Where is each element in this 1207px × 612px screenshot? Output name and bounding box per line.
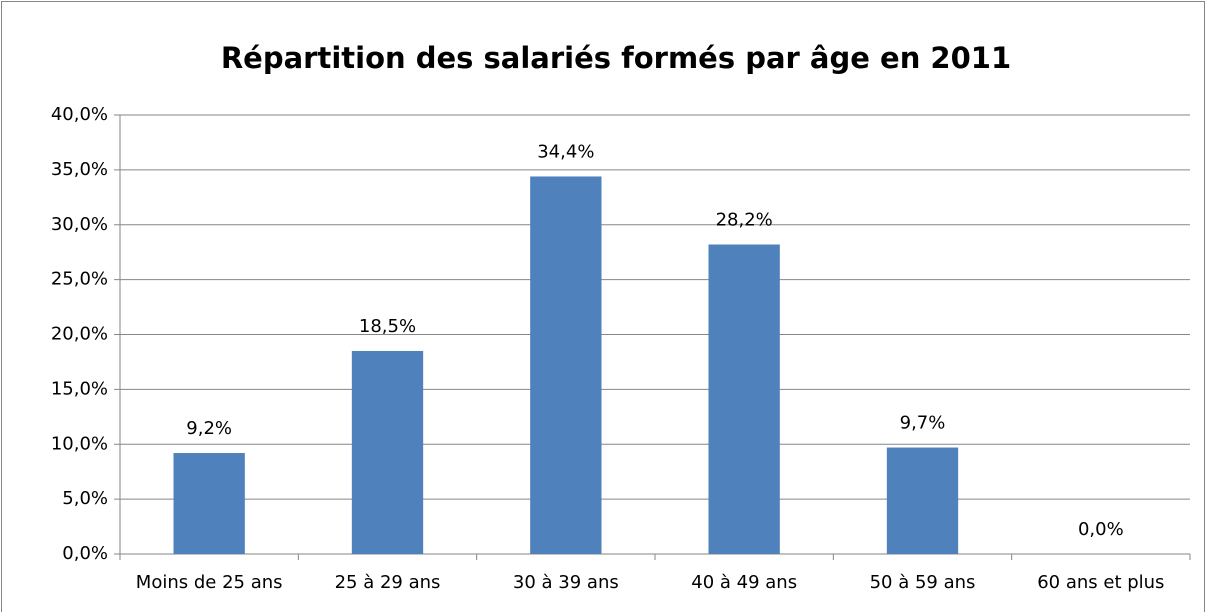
x-tick-label: 30 à 39 ans — [513, 572, 619, 593]
y-tick-label: 20,0% — [51, 324, 108, 345]
y-tick-label: 0,0% — [62, 543, 108, 564]
data-label: 0,0% — [1078, 519, 1124, 540]
data-label: 9,7% — [900, 413, 946, 434]
data-label: 9,2% — [186, 418, 232, 439]
x-tick-label: 60 ans et plus — [1037, 572, 1164, 593]
data-label: 18,5% — [359, 316, 416, 337]
data-label: 34,4% — [537, 141, 594, 162]
data-label: 28,2% — [716, 210, 773, 231]
y-tick-label: 35,0% — [51, 159, 108, 180]
x-tick-label: 50 à 59 ans — [870, 572, 976, 593]
y-tick-label: 30,0% — [51, 214, 108, 235]
y-tick-label: 40,0% — [51, 104, 108, 125]
x-tick-label: 40 à 49 ans — [691, 572, 797, 593]
chart-title: Répartition des salariés formés par âge … — [221, 41, 1011, 75]
bar — [351, 350, 424, 554]
y-tick-label: 15,0% — [51, 378, 108, 399]
bar — [530, 176, 602, 554]
bar — [708, 244, 780, 554]
x-tick-label: Moins de 25 ans — [136, 572, 283, 593]
y-tick-label: 25,0% — [51, 269, 108, 290]
bar — [886, 447, 959, 554]
bar — [173, 453, 245, 554]
y-tick-label: 10,0% — [51, 433, 108, 454]
y-tick-label: 5,0% — [62, 488, 108, 509]
x-tick-label: 25 à 29 ans — [335, 572, 441, 593]
